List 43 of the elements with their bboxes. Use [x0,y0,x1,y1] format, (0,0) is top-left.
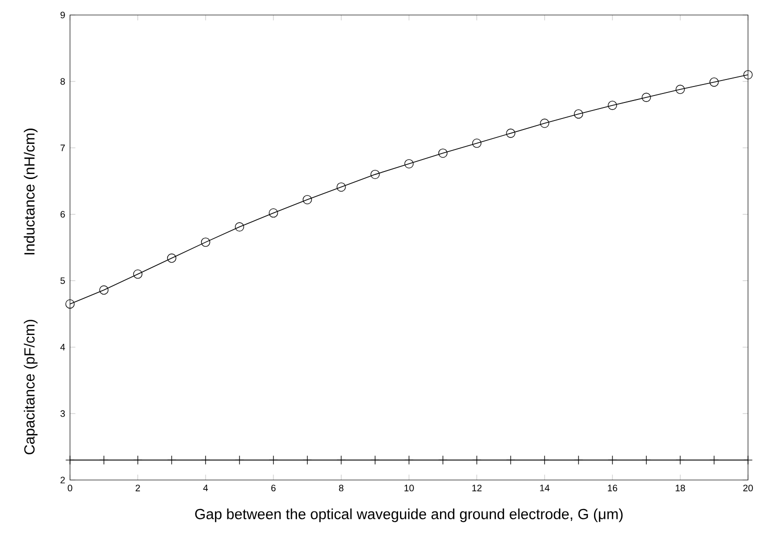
point [642,92,651,102]
point [540,118,550,128]
point [710,78,719,87]
x-tick-label: 4 [203,484,208,492]
y-tick-label: 4 [60,344,66,350]
x-tick-label: 6 [271,484,276,492]
point [336,182,346,192]
point [268,208,278,218]
y-tick-label: 7 [60,144,65,152]
point [65,299,75,309]
x-tick-label: 0 [68,484,72,492]
point [133,269,142,279]
point [234,222,244,232]
y-axis-title: Inductance (nH/cm) [24,128,38,254]
x-tick-label: 18 [676,484,685,492]
x-tick-label: 10 [404,484,414,492]
y-tick-label: 6 [60,211,65,218]
text: Capacitance (pF/cm) [24,320,38,454]
y-tick-label: 3 [60,410,65,417]
point [608,100,618,110]
x-tick-label: 16 [608,484,618,492]
point [167,254,176,263]
point [302,195,312,204]
y-tick-label: 9 [60,12,65,18]
point [438,148,448,158]
x-tick-label: 20 [743,484,753,492]
point [506,128,516,138]
point [404,159,414,168]
x-tick-label: 12 [472,484,482,492]
y-tick-label: 5 [60,277,65,284]
point [370,170,380,180]
x-tick-label: 14 [540,484,550,492]
point [99,285,109,295]
point [676,84,685,94]
x-tick-label: 2 [136,484,140,492]
y-tick-label: 2 [60,476,65,484]
point [574,109,584,119]
point [743,70,753,80]
x-tick-label: 8 [339,484,344,492]
point [472,138,482,148]
y-tick-label: 8 [60,78,65,85]
x-axis-title: Gap between the optical waveguide and ground electrode, G (μm) [195,508,623,522]
point [201,238,210,247]
